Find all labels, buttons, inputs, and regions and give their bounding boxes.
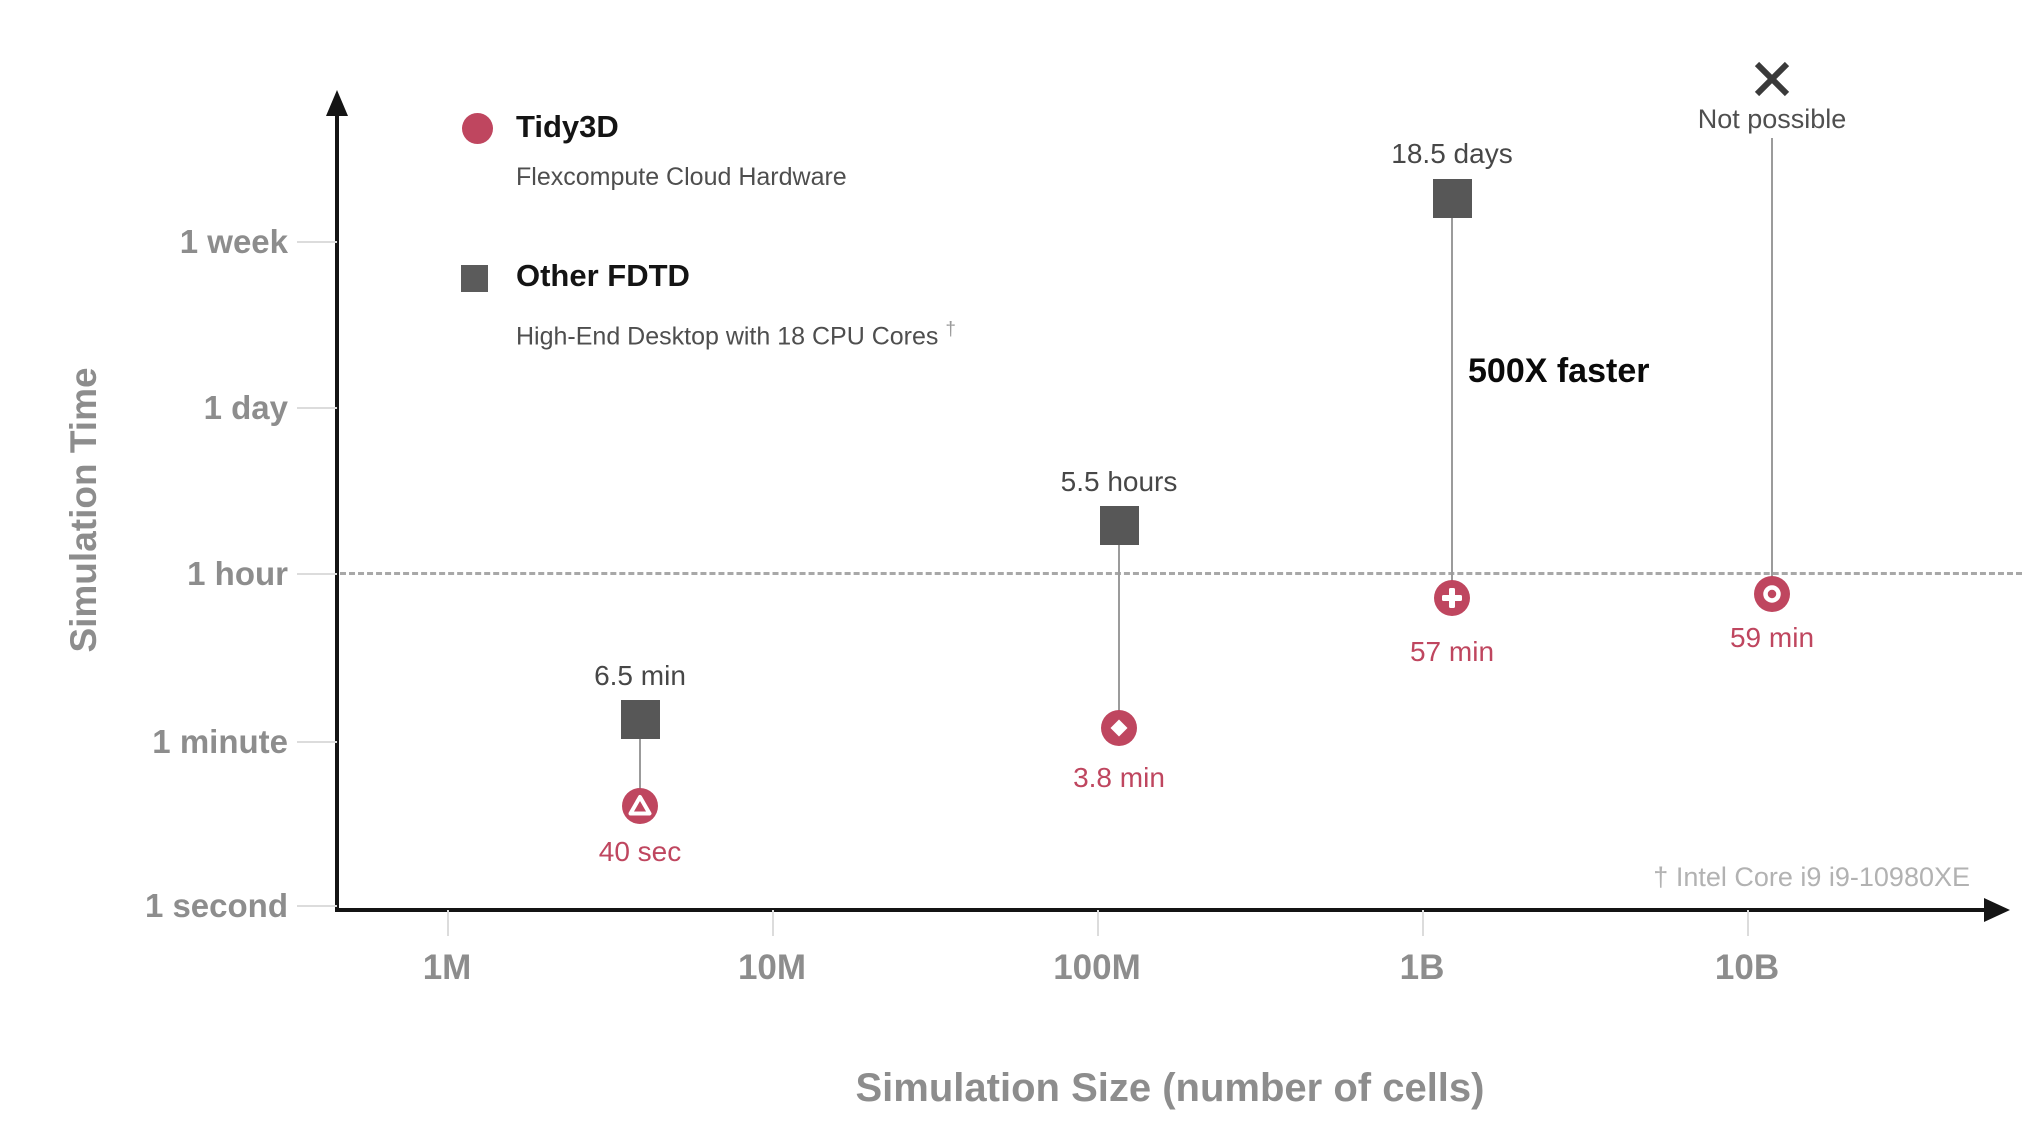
cpu-footnote: † Intel Core i9 i9-10980XE [1653, 862, 1970, 892]
y-label-minute: 1 minute [152, 723, 288, 760]
connector-line [639, 719, 641, 806]
x-tick-100m [1097, 910, 1099, 936]
legend-other-fdtd-sublabel: High-End Desktop with 18 CPU Cores † [516, 319, 956, 351]
y-tick-day [297, 407, 337, 409]
x-label-10m: 10M [737, 948, 807, 987]
one-hour-reference-line [340, 572, 2022, 575]
x-axis-title: Simulation Size (number of cells) [855, 1066, 1485, 1110]
y-label-week: 1 week [179, 223, 288, 260]
connector-line [1451, 200, 1453, 598]
x-label-10b: 10B [1714, 948, 1780, 987]
tidy3d-dot-marker [1754, 576, 1790, 612]
speedup-annotation: 500X faster [1468, 352, 1650, 390]
tidy3d-diamond-marker [1101, 710, 1137, 746]
tidy3d-value-1b: 57 min [1409, 636, 1495, 667]
connector-line [1771, 138, 1773, 594]
y-tick-hour [297, 573, 337, 575]
y-tick-week [297, 241, 337, 243]
tidy3d-value-4m: 40 sec [598, 836, 682, 867]
x-axis-line [335, 908, 1987, 912]
y-label-second: 1 second [144, 887, 288, 924]
tidy3d-plus-marker [1434, 580, 1470, 616]
x-tick-1m [447, 910, 449, 936]
x-label-1b: 1B [1399, 948, 1445, 987]
legend-tidy3d-dot-icon [462, 113, 493, 144]
tidy3d-value-10b: 59 min [1729, 622, 1815, 653]
legend-tidy3d-sublabel: Flexcompute Cloud Hardware [516, 163, 847, 191]
tidy3d-triangle-marker [622, 788, 658, 824]
other-fdtd-value-1b: 18.5 days [1391, 138, 1513, 169]
dot-ring-icon [1763, 585, 1781, 603]
diamond-icon [1110, 719, 1128, 737]
y-label-hour: 1 hour [187, 555, 288, 592]
tidy3d-value-100m: 3.8 min [1073, 762, 1165, 793]
other-fdtd-value-4m: 6.5 min [594, 660, 686, 691]
y-axis-title: Simulation Time [63, 367, 104, 653]
other-fdtd-value-100m: 5.5 hours [1060, 466, 1178, 497]
connector-line [1118, 525, 1120, 728]
y-axis-line [335, 112, 339, 912]
y-tick-second [297, 905, 337, 907]
x-label-100m: 100M [1053, 948, 1141, 987]
legend-other-fdtd-square-icon [461, 265, 488, 292]
y-label-day: 1 day [203, 389, 288, 426]
other-fdtd-value-10b: Not possible [1697, 104, 1847, 134]
triangle-icon [628, 795, 652, 816]
x-tick-10b [1747, 910, 1749, 936]
y-tick-minute [297, 741, 337, 743]
x-tick-10m [772, 910, 774, 936]
legend-other-fdtd-label: Other FDTD [516, 258, 690, 293]
dagger-mark: † [945, 319, 956, 340]
plus-icon [1442, 588, 1462, 608]
other-fdtd-square-marker [621, 700, 660, 739]
x-label-1m: 1M [422, 948, 472, 987]
x-tick-1b [1422, 910, 1424, 936]
other-fdtd-square-marker [1433, 179, 1472, 218]
not-possible-x-icon [1748, 55, 1796, 108]
other-fdtd-square-marker [1100, 506, 1139, 545]
legend-tidy3d-label: Tidy3D [516, 109, 619, 144]
x-axis-arrow-icon [1984, 898, 2010, 922]
y-axis-arrow-icon [326, 90, 348, 116]
